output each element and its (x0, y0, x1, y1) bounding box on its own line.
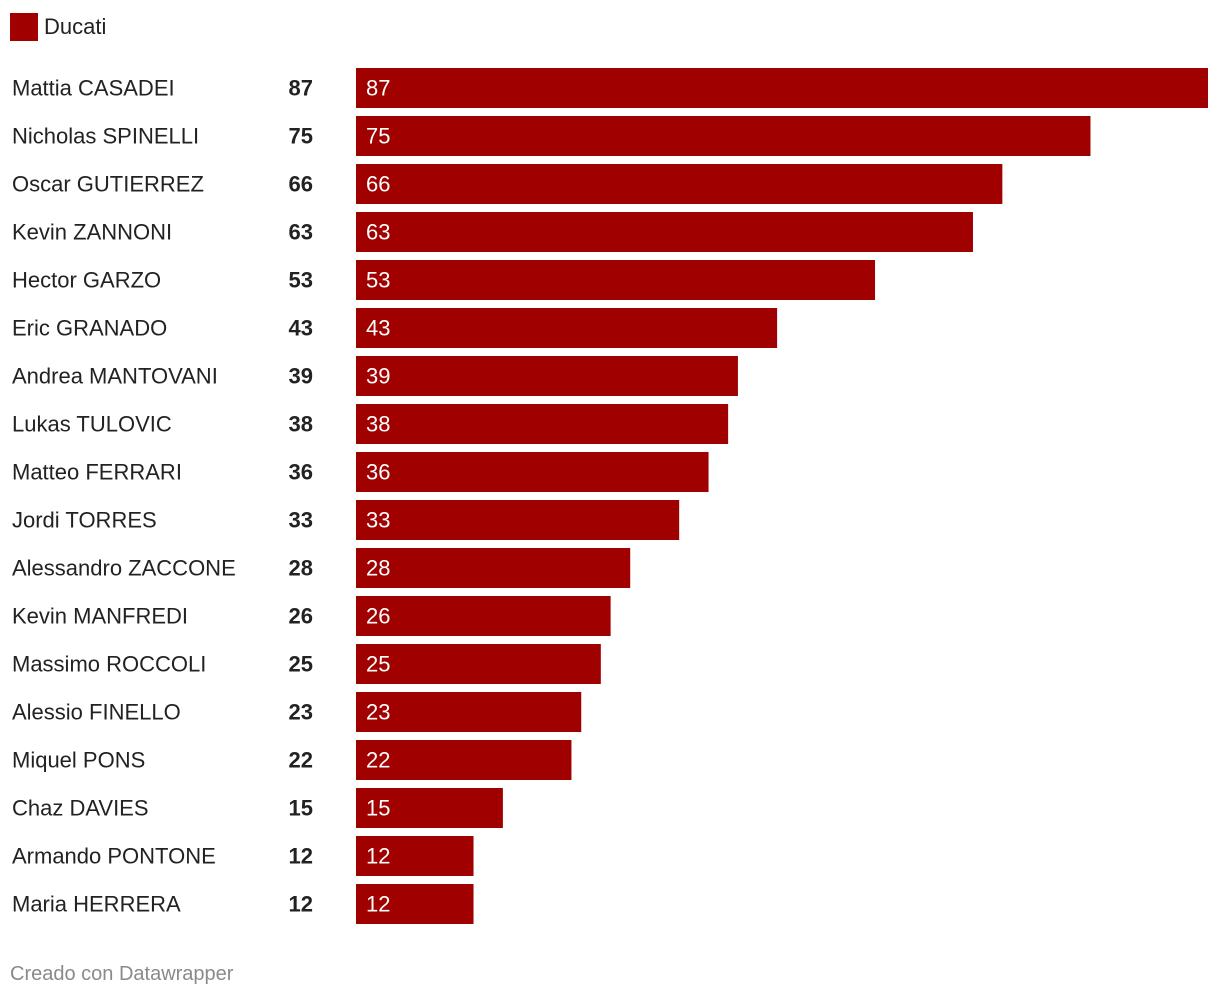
category-label: Alessandro ZACCONE (12, 556, 236, 581)
value-label: 75 (289, 124, 313, 149)
category-label: Kevin MANFREDI (12, 604, 188, 629)
bar[interactable] (356, 740, 572, 780)
value-label: 22 (289, 748, 313, 773)
value-label: 39 (289, 364, 313, 389)
value-label: 87 (289, 76, 313, 101)
bar-row: Mattia CASADEI 87 87 (12, 68, 1208, 108)
bar[interactable] (356, 452, 709, 492)
bar[interactable] (356, 692, 582, 732)
legend-label: Ducati (44, 14, 107, 39)
value-label: 36 (289, 460, 313, 485)
bar-row: Kevin ZANNONI 63 63 (12, 212, 973, 252)
category-label: Nicholas SPINELLI (12, 124, 199, 149)
bar[interactable] (356, 788, 503, 828)
bar[interactable] (356, 644, 601, 684)
value-label: 53 (289, 268, 313, 293)
category-label: Kevin ZANNONI (12, 220, 172, 245)
category-label: Oscar GUTIERREZ (12, 172, 204, 197)
bar-row: Eric GRANADO 43 43 (12, 308, 778, 348)
category-label: Eric GRANADO (12, 316, 167, 341)
bar-row: Kevin MANFREDI 26 26 (12, 596, 611, 636)
legend: Ducati (10, 12, 106, 42)
bar-data-label: 22 (366, 748, 390, 773)
bar-row: Massimo ROCCOLI 25 25 (12, 644, 601, 684)
bar-data-label: 36 (366, 460, 390, 485)
bar-data-label: 66 (366, 172, 390, 197)
bar[interactable] (356, 548, 631, 588)
bar[interactable] (356, 884, 474, 924)
value-label: 12 (289, 844, 313, 869)
value-label: 12 (289, 892, 313, 917)
bar-row: Andrea MANTOVANI 39 39 (12, 356, 738, 396)
bar-data-label: 75 (366, 124, 390, 149)
bar[interactable] (356, 356, 738, 396)
category-label: Andrea MANTOVANI (12, 364, 218, 389)
value-label: 63 (289, 220, 313, 245)
bar-data-label: 39 (366, 364, 390, 389)
bar[interactable] (356, 596, 611, 636)
bar[interactable] (356, 308, 778, 348)
bar-row: Alessandro ZACCONE 28 28 (12, 548, 631, 588)
value-label: 28 (289, 556, 313, 581)
bar-data-label: 23 (366, 700, 390, 725)
value-label: 38 (289, 412, 313, 437)
bar-row: Jordi TORRES 33 33 (12, 500, 680, 540)
bar-data-label: 12 (366, 892, 390, 917)
bar-row: Armando PONTONE 12 12 (12, 836, 474, 876)
category-label: Alessio FINELLO (12, 700, 181, 725)
bar[interactable] (356, 116, 1091, 156)
bar-row: Hector GARZO 53 53 (12, 260, 876, 300)
bar[interactable] (356, 260, 876, 300)
bar-data-label: 26 (366, 604, 390, 629)
bar-row: Matteo FERRARI 36 36 (12, 452, 709, 492)
category-label: Massimo ROCCOLI (12, 652, 206, 677)
bar-row: Oscar GUTIERREZ 66 66 (12, 164, 1003, 204)
bar[interactable] (356, 836, 474, 876)
bar-data-label: 33 (366, 508, 390, 533)
bar-data-label: 12 (366, 844, 390, 869)
bar-data-label: 63 (366, 220, 390, 245)
legend-swatch (10, 13, 38, 41)
value-label: 25 (289, 652, 313, 677)
category-label: Miquel PONS (12, 748, 145, 773)
bar-data-label: 53 (366, 268, 390, 293)
bar-row: Chaz DAVIES 15 15 (12, 788, 503, 828)
value-label: 66 (289, 172, 313, 197)
bar-chart: Mattia CASADEI 87 87 Nicholas SPINELLI 75 75 O… (12, 68, 1208, 924)
category-label: Chaz DAVIES (12, 796, 149, 821)
category-label: Jordi TORRES (12, 508, 157, 533)
category-label: Mattia CASADEI (12, 76, 175, 101)
bar[interactable] (356, 404, 729, 444)
bar-data-label: 28 (366, 556, 390, 581)
bar[interactable] (356, 164, 1003, 204)
category-label: Hector GARZO (12, 268, 161, 293)
value-label: 15 (289, 796, 313, 821)
value-label: 33 (289, 508, 313, 533)
category-label: Lukas TULOVIC (12, 412, 172, 437)
bar-data-label: 43 (366, 316, 390, 341)
bar[interactable] (356, 68, 1208, 108)
value-label: 43 (289, 316, 313, 341)
bar-row: Maria HERRERA 12 12 (12, 884, 474, 924)
bar[interactable] (356, 212, 973, 252)
category-label: Matteo FERRARI (12, 460, 182, 485)
bar-row: Miquel PONS 22 22 (12, 740, 572, 780)
bar-row: Alessio FINELLO 23 23 (12, 692, 582, 732)
bar-data-label: 87 (366, 76, 390, 101)
category-label: Armando PONTONE (12, 844, 216, 869)
bar-row: Lukas TULOVIC 38 38 (12, 404, 729, 444)
bar-data-label: 15 (366, 796, 390, 821)
value-label: 26 (289, 604, 313, 629)
category-label: Maria HERRERA (12, 892, 181, 917)
value-label: 23 (289, 700, 313, 725)
footer-credit[interactable]: Creado con Datawrapper (10, 963, 234, 985)
bar-row: Nicholas SPINELLI 75 75 (12, 116, 1091, 156)
bar-data-label: 38 (366, 412, 390, 437)
bar-data-label: 25 (366, 652, 390, 677)
bar[interactable] (356, 500, 680, 540)
